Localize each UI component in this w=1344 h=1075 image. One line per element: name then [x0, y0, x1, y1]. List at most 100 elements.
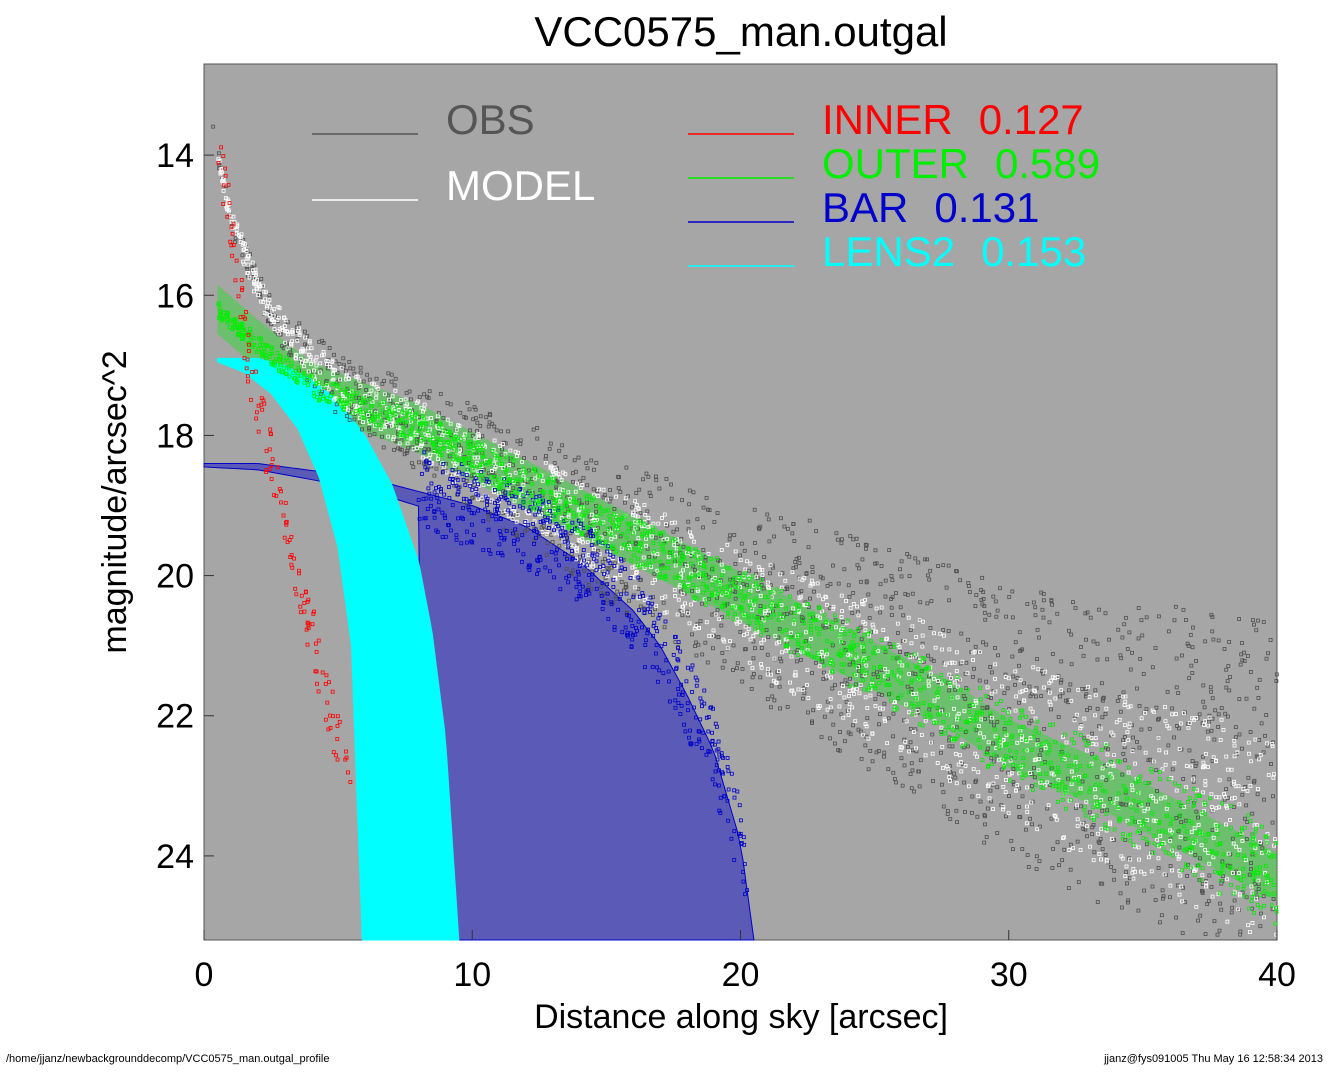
- model-point: [1248, 784, 1253, 788]
- model-point: [419, 405, 424, 410]
- model-point: [397, 441, 402, 446]
- model-point: [633, 585, 638, 590]
- obs-point: [638, 511, 643, 516]
- obs-point: [866, 592, 871, 597]
- obs-point: [810, 565, 815, 569]
- model-point: [660, 596, 665, 600]
- model-point: [1164, 806, 1169, 811]
- obs-point: [752, 507, 757, 512]
- obs-point: [1252, 622, 1256, 627]
- model-point: [939, 681, 944, 686]
- bar-point: [533, 512, 538, 517]
- obs-point: [939, 750, 943, 755]
- model-point: [721, 637, 726, 642]
- obs-point: [875, 674, 880, 679]
- model-point: [394, 413, 399, 418]
- obs-point: [480, 498, 485, 503]
- model-point: [678, 539, 683, 544]
- obs-point: [669, 496, 674, 501]
- obs-point: [1065, 776, 1070, 781]
- obs-point: [1050, 602, 1055, 607]
- model-point: [1028, 771, 1032, 775]
- obs-point: [985, 705, 990, 709]
- obs-point: [988, 664, 993, 669]
- obs-point: [303, 342, 308, 347]
- bar-point: [424, 458, 429, 463]
- obs-point: [1056, 674, 1061, 679]
- model-point: [760, 573, 765, 577]
- bar-point: [455, 492, 460, 497]
- obs-point: [265, 319, 270, 324]
- obs-point: [1174, 915, 1178, 920]
- model-point: [307, 340, 312, 345]
- obs-point: [422, 392, 427, 397]
- obs-point: [490, 421, 495, 426]
- model-point: [1270, 742, 1275, 746]
- model-point: [851, 601, 856, 606]
- obs-point: [1180, 653, 1184, 658]
- obs-point: [438, 392, 443, 396]
- model-point: [879, 605, 884, 610]
- model-point: [858, 683, 863, 688]
- model-point: [650, 581, 655, 585]
- obs-point: [1188, 632, 1193, 637]
- obs-point: [894, 591, 898, 596]
- obs-point: [1068, 867, 1073, 872]
- model-point: [986, 740, 991, 745]
- model-point: [735, 621, 740, 626]
- obs-point: [778, 706, 782, 711]
- model-point: [641, 555, 646, 560]
- model-point: [320, 353, 324, 358]
- obs-point: [1112, 877, 1116, 882]
- model-point: [521, 482, 526, 487]
- obs-point: [847, 594, 852, 599]
- obs-point: [874, 750, 879, 755]
- obs-point: [680, 613, 685, 618]
- obs-point: [664, 476, 669, 481]
- model-point: [982, 735, 986, 740]
- obs-point: [1185, 874, 1190, 878]
- bar-point: [558, 587, 563, 592]
- obs-point: [1249, 867, 1253, 871]
- model-point: [1085, 748, 1089, 753]
- model-point: [677, 584, 682, 589]
- model-point: [1036, 667, 1041, 672]
- obs-point: [908, 628, 913, 632]
- bar-point: [742, 892, 747, 897]
- obs-point: [1256, 887, 1261, 892]
- bar-point: [581, 548, 586, 552]
- model-point: [1111, 763, 1116, 768]
- model-point: [1109, 837, 1114, 842]
- obs-point: [833, 618, 838, 623]
- obs-point: [380, 381, 385, 386]
- model-point: [928, 671, 933, 676]
- bar-point: [697, 739, 702, 744]
- obs-point: [761, 586, 766, 591]
- model-point: [1209, 792, 1214, 797]
- bar-point: [447, 485, 451, 489]
- model-point: [1101, 803, 1106, 808]
- bar-point: [667, 679, 671, 684]
- model-point: [1168, 838, 1173, 843]
- obs-point: [669, 482, 673, 487]
- obs-point: [334, 402, 339, 407]
- model-point: [847, 693, 851, 698]
- model-point: [1190, 716, 1195, 721]
- bar-point: [497, 529, 502, 534]
- bar-point: [690, 663, 695, 668]
- obs-point: [874, 561, 879, 566]
- model-point: [1184, 785, 1189, 790]
- obs-point: [1216, 712, 1221, 717]
- model-point: [592, 547, 596, 551]
- model-point: [497, 510, 502, 515]
- model-point: [487, 482, 491, 486]
- bar-point: [548, 569, 552, 574]
- obs-point: [841, 620, 845, 624]
- obs-point: [985, 806, 990, 811]
- model-point: [808, 637, 813, 641]
- model-point: [1204, 880, 1209, 885]
- model-point: [585, 540, 590, 545]
- obs-point: [584, 461, 589, 465]
- obs-point: [432, 473, 437, 478]
- obs-point: [1250, 852, 1255, 857]
